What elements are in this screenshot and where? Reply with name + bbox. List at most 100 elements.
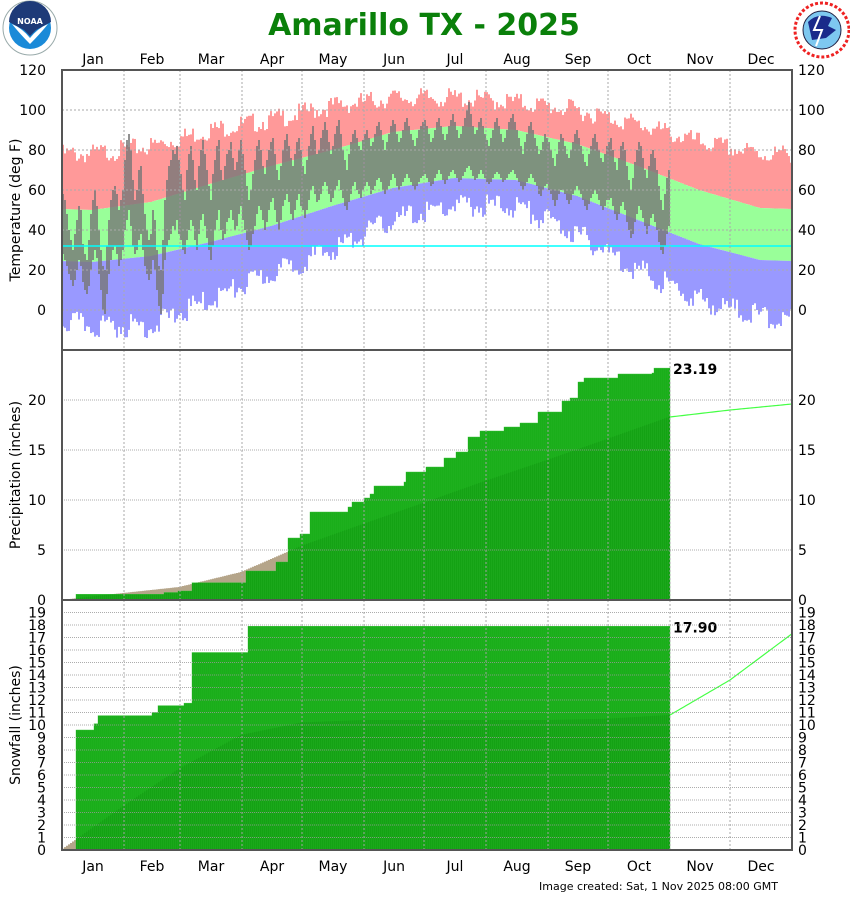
observed-temperature-bar [198, 166, 200, 234]
record-low-bar [84, 261, 86, 331]
observed-temperature-bar [324, 122, 326, 182]
normal-under-observed-bar [104, 595, 106, 600]
y-tick-label-right: 5 [798, 543, 807, 559]
normal-range-bar [684, 184, 686, 239]
observed-temperature-bar [168, 166, 170, 240]
normal-under-observed-bar [578, 719, 580, 850]
observed-temperature-bar [450, 120, 452, 172]
normal-under-observed-bar [606, 439, 608, 600]
observed-temperature-bar [390, 126, 392, 180]
normal-under-observed-bar [376, 720, 378, 850]
observed-temperature-bar [392, 120, 394, 174]
normal-projection-line [669, 633, 793, 716]
record-low-bar [338, 203, 340, 238]
record-high-bar [278, 108, 280, 164]
record-high-bar [632, 117, 634, 165]
normal-under-observed-bar [554, 457, 556, 600]
normal-under-observed-bar [608, 718, 610, 850]
record-high-bar [606, 114, 608, 155]
record-high-bar [674, 141, 676, 181]
record-low-bar [518, 180, 520, 203]
normal-under-observed-bar [628, 431, 630, 600]
record-low-bar [230, 236, 232, 287]
observed-temperature-bar [496, 118, 498, 172]
record-low-bar [768, 260, 770, 329]
normal-under-observed-bar [202, 755, 204, 850]
normal-under-observed-bar [386, 720, 388, 850]
normal-under-observed-bar [492, 720, 494, 850]
normal-range-bar [728, 198, 730, 252]
normal-under-observed-bar [362, 524, 364, 600]
record-high-bar [754, 151, 756, 207]
record-low-bar [392, 188, 394, 226]
record-high-bar [696, 132, 698, 190]
record-high-bar [356, 106, 358, 143]
normal-under-observed-bar [574, 719, 576, 850]
normal-range-bar [682, 183, 684, 238]
observed-temperature-bar [128, 134, 130, 210]
record-high-bar [506, 94, 508, 130]
record-low-bar [662, 229, 664, 290]
record-low-bar [204, 243, 206, 310]
normal-under-observed-bar [516, 470, 518, 600]
normal-under-observed-bar [658, 420, 660, 600]
observed-temperature-bar [598, 150, 600, 200]
observed-temperature-bar [292, 166, 294, 220]
observed-temperature-bar [490, 138, 492, 182]
record-high-bar [514, 96, 516, 130]
normal-under-observed-bar [148, 788, 150, 850]
observed-temperature-bar [444, 140, 446, 184]
observed-temperature-bar [308, 146, 310, 200]
record-high-bar [108, 160, 110, 208]
record-high-bar [572, 100, 574, 144]
record-low-bar [546, 188, 548, 210]
normal-under-observed-bar [402, 510, 404, 600]
normal-under-observed-bar [376, 519, 378, 600]
record-high-bar [276, 111, 278, 165]
observed-temperature-bar [78, 206, 80, 260]
observed-temperature-bar [84, 254, 86, 290]
normal-under-observed-bar [464, 488, 466, 600]
observed-temperature-bar [436, 122, 438, 174]
record-high-bar [604, 111, 606, 155]
record-high-bar [232, 131, 234, 178]
record-high-bar [164, 144, 166, 198]
record-low-bar [714, 248, 716, 316]
record-low-bar [512, 179, 514, 218]
normal-under-observed-bar [348, 528, 350, 600]
record-high-bar [608, 112, 610, 156]
normal-under-observed-bar [442, 495, 444, 600]
observed-temperature-bar [574, 134, 576, 190]
normal-range-bar [738, 201, 740, 255]
normal-under-observed-bar [552, 457, 554, 600]
normal-under-observed-bar [298, 546, 300, 600]
observed-temperature-bar [208, 186, 210, 250]
record-low-bar [424, 182, 426, 222]
month-label-bottom: Jul [446, 859, 464, 875]
normal-under-observed-bar [584, 446, 586, 600]
normal-under-observed-bar [588, 719, 590, 850]
normal-under-observed-bar [388, 720, 390, 850]
observed-temperature-bar [304, 174, 306, 218]
normal-under-observed-bar [146, 790, 148, 850]
normal-under-observed-bar [476, 720, 478, 850]
record-low-bar [210, 241, 212, 306]
normal-under-observed-bar [640, 426, 642, 600]
normal-range-bar [754, 206, 756, 259]
record-low-bar [588, 200, 590, 241]
record-low-bar [174, 250, 176, 323]
record-low-bar [164, 252, 166, 310]
record-low-bar [444, 179, 446, 216]
normal-under-observed-bar [146, 594, 148, 600]
record-low-bar [188, 246, 190, 299]
normal-under-observed-bar [244, 582, 246, 600]
record-low-bar [86, 261, 88, 327]
record-low-bar [432, 181, 434, 206]
record-high-bar [298, 103, 300, 159]
normal-under-observed-bar [414, 505, 416, 600]
normal-under-observed-bar [352, 720, 354, 850]
y-tick-label-left: 60 [28, 183, 46, 199]
observed-temperature-bar [72, 250, 74, 286]
normal-under-observed-bar [622, 717, 624, 850]
